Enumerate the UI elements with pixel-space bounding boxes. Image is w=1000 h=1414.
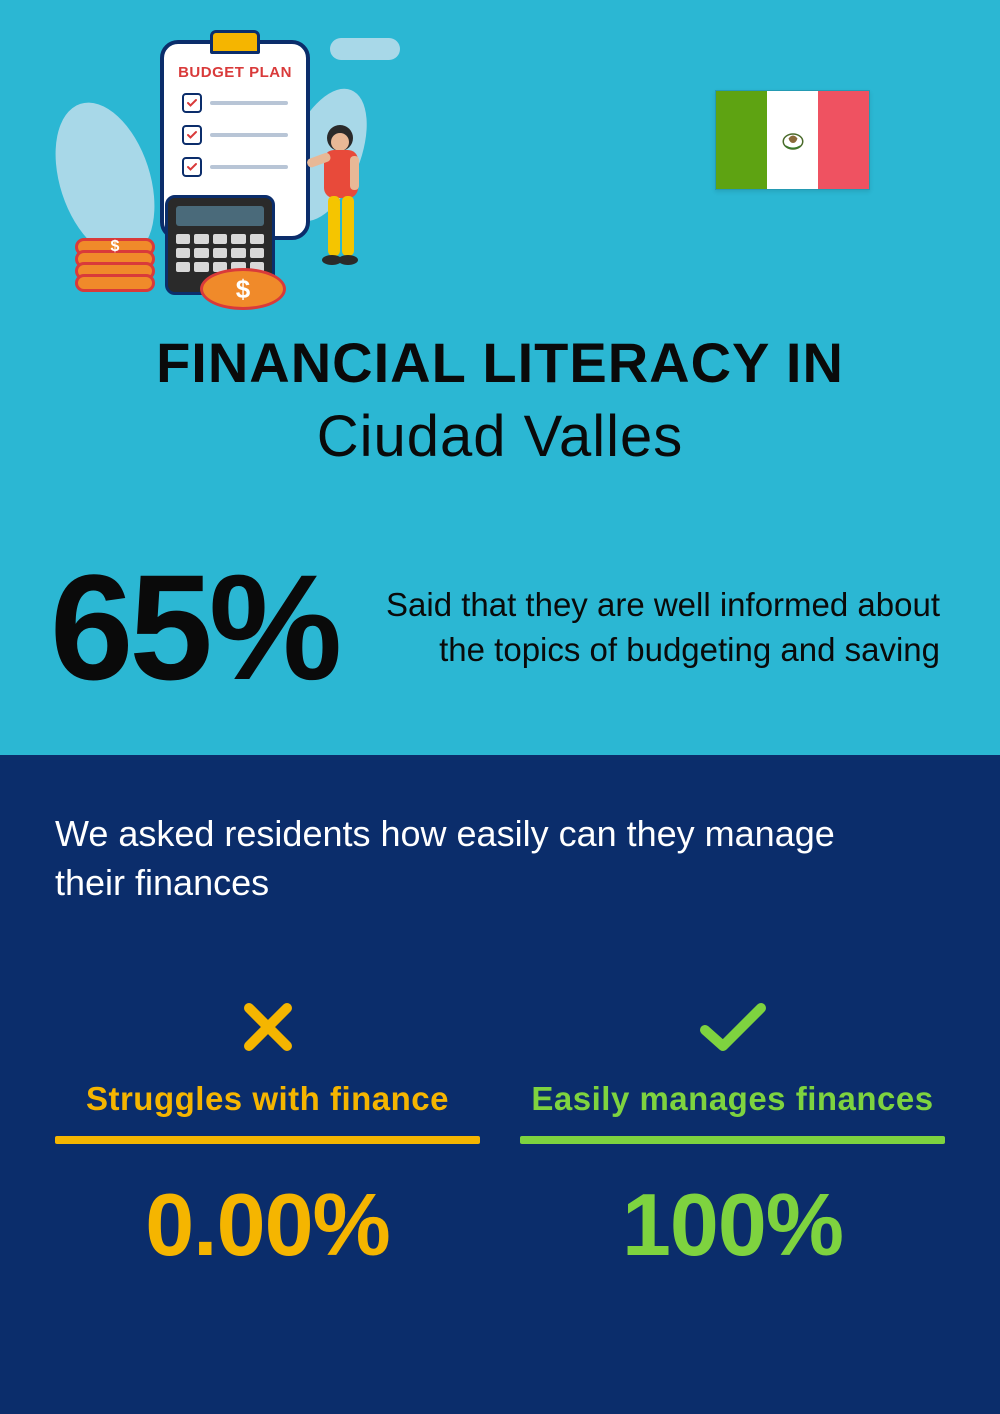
clipboard-title: BUDGET PLAN [164, 64, 306, 81]
person-icon [300, 118, 372, 288]
survey-question: We asked residents how easily can they m… [55, 810, 875, 907]
column-struggles: Struggles with finance 0.00% [55, 992, 480, 1276]
coin-icon: $ [200, 268, 286, 310]
column-manages-label: Easily manages finances [520, 1080, 945, 1118]
divider-yellow [55, 1136, 480, 1144]
title-block: FINANCIAL LITERACY IN Ciudad Valles [50, 330, 950, 470]
title-line2: Ciudad Valles [50, 403, 950, 470]
cross-icon [55, 992, 480, 1062]
column-struggles-value: 0.00% [55, 1174, 480, 1276]
mexico-flag [715, 90, 870, 190]
top-section: BUDGET PLAN $ [0, 0, 1000, 755]
header-row: BUDGET PLAN $ [50, 30, 950, 310]
main-stat-value: 65% [50, 560, 338, 695]
divider-green [520, 1136, 945, 1144]
results-columns: Struggles with finance 0.00% Easily mana… [55, 992, 945, 1276]
main-stat-description: Said that they are well informed about t… [368, 583, 950, 672]
column-manages: Easily manages finances 100% [520, 992, 945, 1276]
main-stat-row: 65% Said that they are well informed abo… [50, 560, 950, 695]
check-icon [520, 992, 945, 1062]
column-struggles-label: Struggles with finance [55, 1080, 480, 1118]
flag-stripe-green [716, 91, 767, 189]
coins-icon: $ [75, 244, 155, 292]
bottom-section: We asked residents how easily can they m… [0, 755, 1000, 1414]
flag-stripe-red [818, 91, 869, 189]
column-manages-value: 100% [520, 1174, 945, 1276]
title-line1: FINANCIAL LITERACY IN [50, 330, 950, 395]
infographic-page: BUDGET PLAN $ [0, 0, 1000, 1414]
flag-emblem-icon [778, 125, 808, 155]
budget-illustration: BUDGET PLAN $ [50, 30, 390, 310]
flag-stripe-white [767, 91, 818, 189]
